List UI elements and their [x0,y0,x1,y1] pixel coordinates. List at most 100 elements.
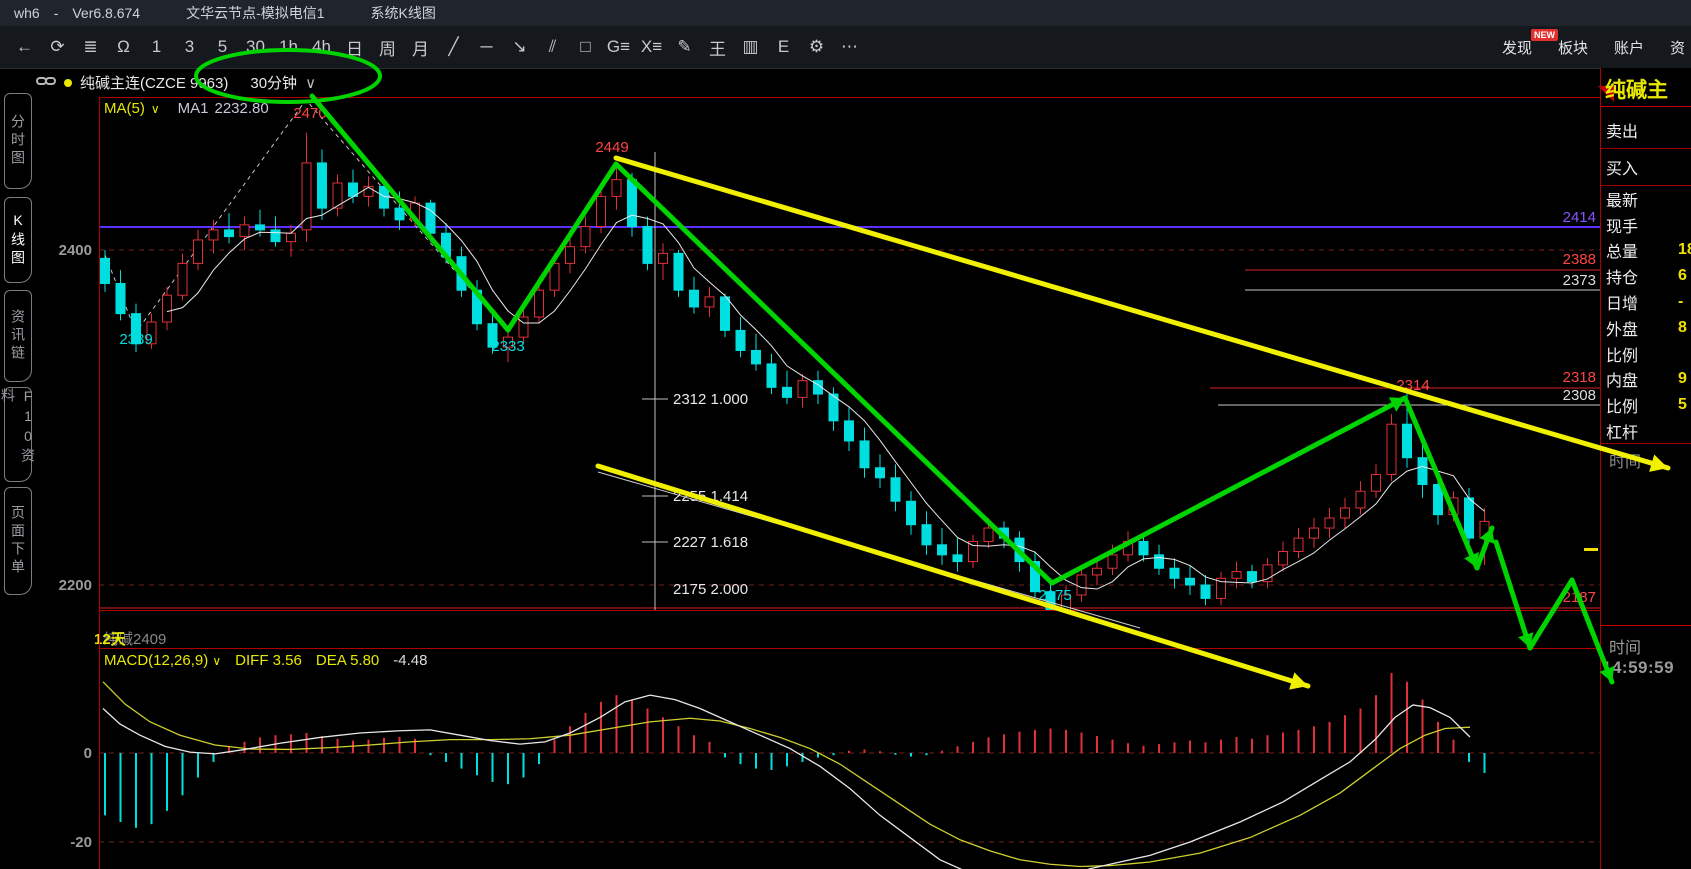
main-toolbar: ← ⟳ ≣ Ω 1 3 5 30 1h 4h 日周月 ╱ ─ ↘ ⫽ □ G≡ X≡ ✎ 王 ▥ E ⚙ ⋯ [0,26,1691,69]
quote-row-value: 18 [1678,241,1691,259]
svg-text:2227 1.618: 2227 1.618 [673,534,748,551]
quote-row-持仓: 持仓 6 [1601,263,1691,289]
menu-账户[interactable]: 账户 [1613,39,1644,57]
settings-gear-icon[interactable]: ⚙ [808,37,825,56]
quote-row-value: - [1678,293,1684,311]
sidebar-tab-分时图[interactable]: 分时图 [4,93,32,189]
macd-name[interactable]: MACD(12,26,9) [104,652,209,669]
svg-text:2470: 2470 [293,105,326,122]
app-version: Ver6.8.674 [72,5,141,21]
clock-box: 时间 14:59:59 [1601,625,1691,677]
period-week[interactable]: 周 [379,39,396,59]
app-name: wh6 [14,5,40,21]
link-chain-icon[interactable] [36,74,56,91]
indicator-list-x-icon[interactable]: X≡ [640,37,663,56]
refresh-icon[interactable]: ⟳ [50,37,65,56]
measure-icon[interactable]: E [777,37,790,56]
ma-name[interactable]: MA(5) [104,100,145,117]
period-5min[interactable]: 5 [217,37,228,56]
back-icon[interactable]: ← [16,37,33,56]
macd-axis-label-minus20: -20 [70,834,92,851]
period-1min[interactable]: 1 [151,37,162,56]
symbol-status-dot [64,78,72,87]
sidebar-tab-K线图[interactable]: K线图 [4,197,32,283]
price-axis-label-2200: 2200 [58,577,92,594]
quote-row-最新: 最新 [1601,186,1691,212]
quote-row-内盘: 内盘 9 [1601,367,1691,393]
chart-header: 纯碱主连(CZCE 9963) 30分钟 ∨ [36,68,316,97]
sidebar-tab-F10资料[interactable]: F10资料 [0,387,36,482]
period-caret-icon[interactable]: ∨ [305,74,317,92]
svg-text:2414: 2414 [1563,209,1596,226]
quote-title-divider [1601,106,1691,107]
toolbar-right-menu: 发现 NEW 板块 账户 资 [1502,26,1685,68]
quote-row-label: 内盘 [1606,373,1639,391]
sidebar-tab-资讯链[interactable]: 资讯链 [4,290,32,382]
quote-row-日增: 日增 - [1601,289,1691,315]
symbol-name[interactable]: 纯碱主连(CZCE 9963) [80,75,229,92]
diff-value: 3.56 [272,652,302,669]
kpanel-bottom-border [99,610,1600,611]
quote-row-买入: 买入 [1601,149,1691,186]
macd-value: -4.48 [393,652,428,669]
quote-row-总量: 总量 18 [1601,238,1691,264]
macd-caret-icon[interactable]: ∨ [212,654,222,668]
svg-text:2388: 2388 [1563,251,1596,268]
svg-text:2175: 2175 [1038,587,1071,604]
more-icon[interactable]: ⋯ [841,37,858,56]
period-month[interactable]: 月 [412,39,429,59]
price-axis-label-2400: 2400 [58,242,92,259]
clock-value: 14:59:59 [1602,658,1675,677]
chart-left-border [99,97,100,869]
draw-channel-icon[interactable]: ⫽ [548,37,557,56]
quote-row-卖出: 卖出 [1601,112,1691,149]
period-day[interactable]: 日 [346,39,363,59]
clock-label: 时间 [1609,640,1642,657]
quote-row-label: 外盘 [1606,321,1639,339]
ruler-icon[interactable]: ▥ [742,37,759,56]
quote-row-label: 现手 [1606,218,1639,236]
quote-row-label: 持仓 [1606,270,1639,288]
ma-caret-icon[interactable]: ∨ [150,101,160,116]
period-selector[interactable]: 30分钟 [250,75,298,92]
draw-rect-icon[interactable]: □ [580,37,591,56]
quote-row-外盘: 外盘 8 [1601,315,1691,341]
quote-row-label: 日增 [1606,296,1639,314]
menu-板块[interactable]: 板块 [1557,39,1588,57]
svg-text:2449: 2449 [595,139,628,156]
svg-text:2312 1.000: 2312 1.000 [673,391,748,408]
draw-trendline-icon[interactable]: ╱ [448,37,459,56]
menu-发现[interactable]: 发现 NEW [1502,28,1558,58]
macd-axis-label-0: 0 [83,745,92,762]
contract-watermark: 纯碱2409 [103,631,167,648]
quote-row-label: 最新 [1606,192,1639,210]
quote-row-label: 卖出 [1606,124,1639,141]
svg-text:2175 2.000: 2175 2.000 [673,581,748,598]
quote-list-icon[interactable]: ≣ [83,37,98,56]
sidebar-tab-页面下单[interactable]: 页面下单 [4,487,32,595]
annotate-pen-icon[interactable]: ✎ [677,37,692,56]
price-direction-triangle-icon [1598,86,1614,102]
quote-row-label: 比例 [1606,347,1639,365]
period-3min[interactable]: 3 [184,37,195,56]
alert-bell-icon[interactable]: Ω [117,37,130,56]
gann-tool-icon[interactable]: 王 [709,39,726,59]
dea-value: 5.80 [350,652,380,669]
menu-资[interactable]: 资 [1669,39,1685,57]
quote-row-label: 买入 [1606,161,1639,178]
macd-panel-top-border [99,648,1600,649]
draw-hline-icon[interactable]: ─ [480,37,493,56]
quote-row-label: 比例 [1606,399,1639,417]
macd-indicator-header: MACD(12,26,9) ∨ DIFF 3.56 DEA 5.80 -4.48 [104,652,427,669]
quote-row-value: 6 [1678,267,1687,285]
quote-row-value: 5 [1678,396,1687,414]
quote-row-杠杆: 杠杆 [1601,418,1691,444]
visible-range-label: 12天 [94,631,126,648]
draw-arrow-icon[interactable]: ↘ [512,37,527,56]
indicator-list-g-icon[interactable]: G≡ [606,37,631,56]
kpanel-top-border [99,97,1600,98]
